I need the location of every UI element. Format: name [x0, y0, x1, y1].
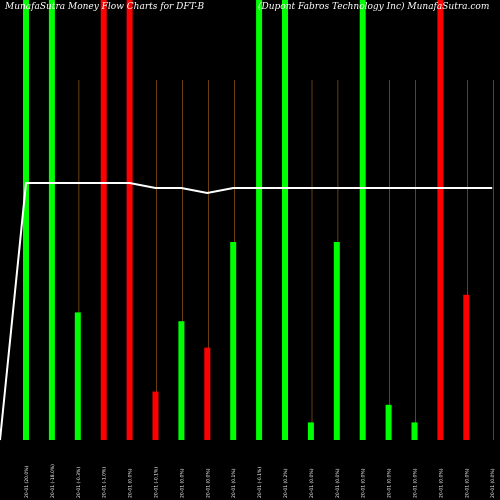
x-tick-label: 20-01 (20.0%) — [24, 465, 30, 498]
bar-15 — [385, 404, 392, 440]
bar-1 — [23, 0, 29, 440]
bar-13 — [333, 242, 340, 440]
bar-10 — [256, 0, 263, 440]
x-tick-label: 20-01 (0.0%) — [128, 468, 134, 498]
bar-7 — [178, 321, 185, 440]
bar-5 — [126, 0, 133, 440]
chart-title-left: MunafaSutra Money Flow Charts for DFT-B — [4, 2, 204, 12]
x-tick-label: 20-01 (0.0%) — [464, 468, 470, 498]
bar-18 — [463, 294, 470, 440]
x-tick-label: 20-01 (-0.1%) — [154, 467, 160, 498]
x-tick-label: 20-01 (0.0%) — [361, 468, 367, 498]
bar-9 — [230, 242, 237, 440]
bar-3 — [74, 312, 81, 440]
x-tick-label: 20-01 (-0.1%) — [257, 467, 263, 498]
bar-2 — [48, 0, 55, 440]
bar-14 — [359, 0, 366, 440]
x-tick-label: 20-01 (0.0%) — [438, 468, 444, 498]
price-line — [0, 182, 493, 441]
x-tick-label: 20-01 (0.0%) — [387, 468, 393, 498]
x-tick-label: 20-01 (0.0%) — [205, 468, 211, 498]
x-tick-label: 20-01 (0.0%) — [413, 468, 419, 498]
x-tick-label: 20-01 (0.0%) — [179, 468, 185, 498]
x-tick-label: 20-01 (0.2%) — [283, 468, 289, 498]
bar-12 — [307, 422, 314, 440]
x-tick-label: 20-01 (0.1%) — [231, 468, 237, 498]
bar-4 — [100, 0, 107, 440]
bar-17 — [437, 0, 444, 440]
chart-title-right: (Dupont Fabros Technology Inc) MunafaSut… — [258, 1, 489, 12]
bar-6 — [152, 391, 159, 440]
bar-11 — [282, 0, 288, 440]
x-tick-label: 20-01 (0.0%) — [309, 468, 315, 498]
bar-8 — [204, 347, 211, 440]
x-tick-label: 20-01 (-18.0%) — [50, 464, 56, 498]
x-tick-label: 20-01 (0.0%) — [335, 468, 341, 498]
x-tick-label: 20-01 (-1.0%) — [102, 467, 108, 498]
x-tick-label: 20-01 (0.0%) — [490, 468, 496, 498]
x-tick-label: 20-01 (-0.3%) — [76, 467, 82, 498]
bar-16 — [411, 422, 418, 440]
